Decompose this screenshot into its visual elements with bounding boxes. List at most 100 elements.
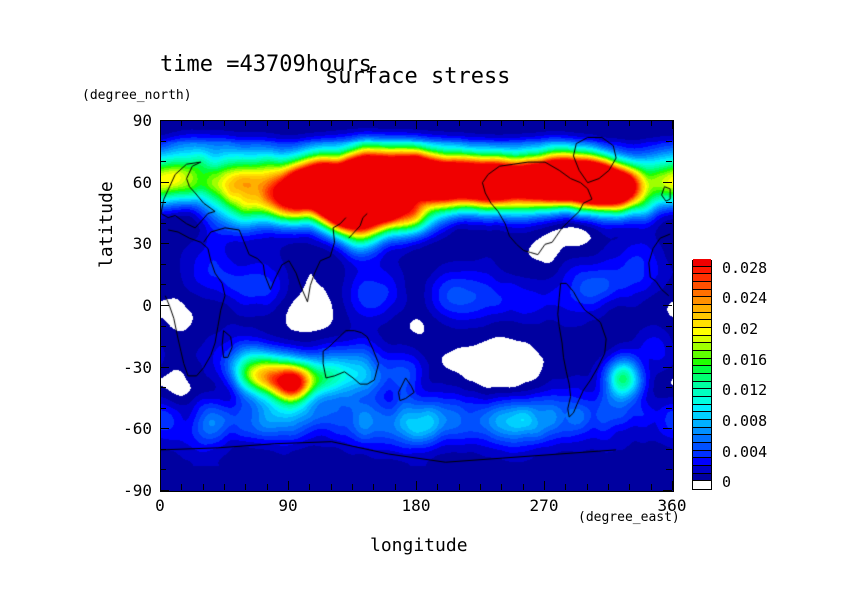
colorbar-separator: [693, 289, 711, 290]
colorbar-separator: [693, 465, 711, 466]
x-axis-tick: [395, 484, 396, 490]
x-tick-label: 180: [401, 496, 431, 515]
colorbar-band: [693, 304, 711, 313]
title-time: time =43709hours: [160, 52, 372, 77]
x-axis-tick: [309, 484, 310, 490]
x-axis-tick: [565, 484, 566, 490]
y-axis-tick: [663, 120, 672, 121]
colorbar-separator: [693, 411, 711, 412]
colorbar-tick-label: 0.012: [722, 381, 768, 400]
colorbar-separator: [693, 419, 711, 420]
y-axis-tick: [160, 490, 169, 491]
y-axis-tick: [160, 428, 169, 429]
y-tick-label: 30: [132, 234, 152, 254]
x-axis-tick: [480, 120, 481, 126]
y-axis-tick: [666, 161, 672, 162]
colorbar-tick-label: 0.028: [722, 258, 768, 277]
y-axis-tick: [160, 346, 166, 347]
x-axis-tick: [181, 120, 182, 126]
x-axis-tick: [523, 484, 524, 490]
y-tick-label: 60: [132, 172, 152, 192]
x-axis-tick: [352, 484, 353, 490]
x-axis-tick: [395, 120, 396, 126]
colorbar-separator: [693, 358, 711, 359]
x-axis-tick: [501, 120, 502, 126]
colorbar-separator: [693, 450, 711, 451]
colorbar-separator: [693, 304, 711, 305]
x-axis-tick: [160, 481, 161, 490]
colorbar-separator: [693, 473, 711, 474]
x-tick-label: 360: [657, 496, 687, 515]
y-axis-tick: [160, 367, 169, 368]
x-axis-tick: [459, 484, 460, 490]
colorbar-band: [693, 289, 711, 298]
colorbar-band: [693, 296, 711, 305]
colorbar-band: [693, 281, 711, 290]
y-axis-tick: [160, 408, 166, 409]
colorbar-band: [693, 373, 711, 382]
colorbar-tick-label: 0.016: [722, 350, 768, 369]
y-axis-tick: [666, 469, 672, 470]
colorbar-separator: [693, 388, 711, 389]
x-axis-tick: [288, 120, 289, 129]
x-axis-units-label: (degree_east): [578, 510, 680, 525]
y-axis-tick: [666, 449, 672, 450]
x-axis-tick: [373, 120, 374, 126]
x-axis-tick: [245, 120, 246, 126]
colorbar-separator: [693, 296, 711, 297]
x-tick-label: 0: [155, 496, 165, 515]
colorbar-separator: [693, 381, 711, 382]
colorbar-separator: [693, 427, 711, 428]
y-axis-tick: [160, 120, 169, 121]
x-axis-tick: [523, 120, 524, 126]
x-axis-tick: [587, 484, 588, 490]
x-axis-tick: [309, 120, 310, 126]
y-axis-label: latitude: [96, 181, 117, 268]
y-tick-label: -30: [123, 357, 152, 377]
colorbar-band: [693, 381, 711, 390]
colorbar-separator: [693, 342, 711, 343]
y-axis-tick: [160, 326, 166, 327]
colorbar: [692, 258, 712, 490]
colorbar-band: [693, 434, 711, 443]
x-axis-tick: [608, 484, 609, 490]
colorbar-separator: [693, 434, 711, 435]
y-axis-tick: [160, 223, 166, 224]
y-axis-tick: [160, 284, 166, 285]
y-axis-tick: [666, 141, 672, 142]
y-axis-tick: [160, 264, 166, 265]
x-axis-tick: [672, 481, 673, 490]
x-axis-tick: [587, 120, 588, 126]
x-axis-tick: [480, 484, 481, 490]
colorbar-band: [693, 273, 711, 282]
colorbar-band: [693, 335, 711, 344]
colorbar-separator: [693, 266, 711, 267]
colorbar-band: [693, 450, 711, 459]
x-tick-label: 270: [529, 496, 559, 515]
x-axis-tick: [459, 120, 460, 126]
x-axis-tick: [544, 481, 545, 490]
x-axis-tick: [544, 120, 545, 129]
contour-field-canvas: [161, 121, 673, 491]
y-axis-tick: [160, 202, 166, 203]
x-axis-tick: [224, 484, 225, 490]
y-axis-tick: [160, 387, 166, 388]
x-axis-tick: [672, 120, 673, 129]
y-axis-tick: [160, 449, 166, 450]
colorbar-band: [693, 358, 711, 367]
map-plot-area: [160, 120, 674, 492]
colorbar-band: [693, 465, 711, 474]
colorbar-separator: [693, 365, 711, 366]
colorbar-separator: [693, 396, 711, 397]
colorbar-tick-label: 0.024: [722, 289, 768, 308]
y-axis-tick: [663, 428, 672, 429]
y-axis-tick: [666, 264, 672, 265]
colorbar-separator: [693, 281, 711, 282]
colorbar-band: [693, 396, 711, 405]
colorbar-band: [693, 457, 711, 466]
colorbar-separator: [693, 335, 711, 336]
y-axis-tick: [666, 223, 672, 224]
x-axis-tick: [203, 484, 204, 490]
title-variable: surface stress: [325, 64, 511, 89]
y-tick-label: 90: [132, 111, 152, 130]
